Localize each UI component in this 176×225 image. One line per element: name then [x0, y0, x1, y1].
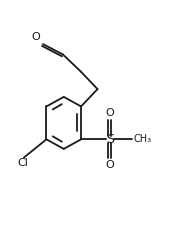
Text: O: O — [32, 32, 40, 42]
Text: O: O — [105, 160, 114, 170]
Text: CH₃: CH₃ — [133, 134, 151, 144]
Text: O: O — [105, 108, 114, 118]
Text: Cl: Cl — [18, 158, 29, 168]
Text: S: S — [106, 133, 114, 146]
